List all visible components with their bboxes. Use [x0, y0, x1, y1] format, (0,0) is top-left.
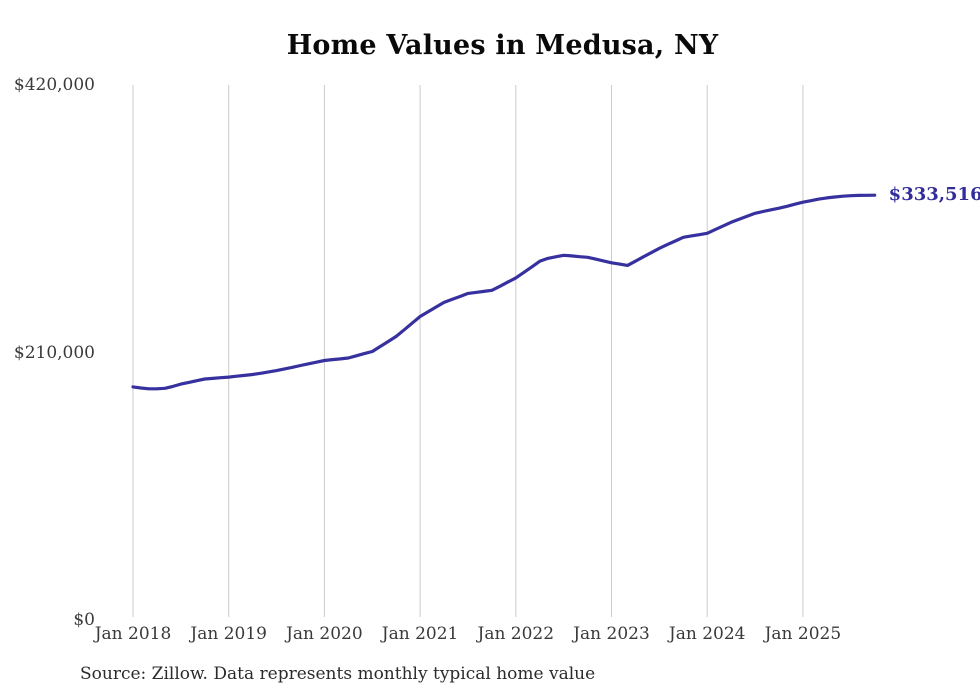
x-axis-label-jan-2023: Jan 2023: [573, 624, 650, 644]
y-axis-label-420000: $420,000: [13, 75, 95, 95]
x-axis-label-jan-2025: Jan 2025: [764, 624, 842, 644]
y-axis-label-0: $0: [73, 610, 95, 630]
year-gridlines: [132, 85, 804, 617]
x-axis-label-jan-2020: Jan 2020: [286, 624, 363, 644]
latest-value-label: $333,516: [888, 184, 980, 206]
home-value-line: [131, 193, 877, 391]
x-axis-label-jan-2022: Jan 2022: [477, 624, 555, 644]
source-note: Source: Zillow. Data represents monthly …: [80, 664, 596, 684]
y-axis-label-210000: $210,000: [13, 342, 95, 363]
x-axis-label-jan-2018: Jan 2018: [94, 624, 172, 644]
x-axis-label-jan-2019: Jan 2019: [190, 624, 267, 644]
x-axis-label-jan-2021: Jan 2021: [381, 624, 459, 644]
x-axis-label-jan-2024: Jan 2024: [668, 624, 746, 644]
chart-title: Home Values in Medusa, NY: [286, 30, 719, 61]
